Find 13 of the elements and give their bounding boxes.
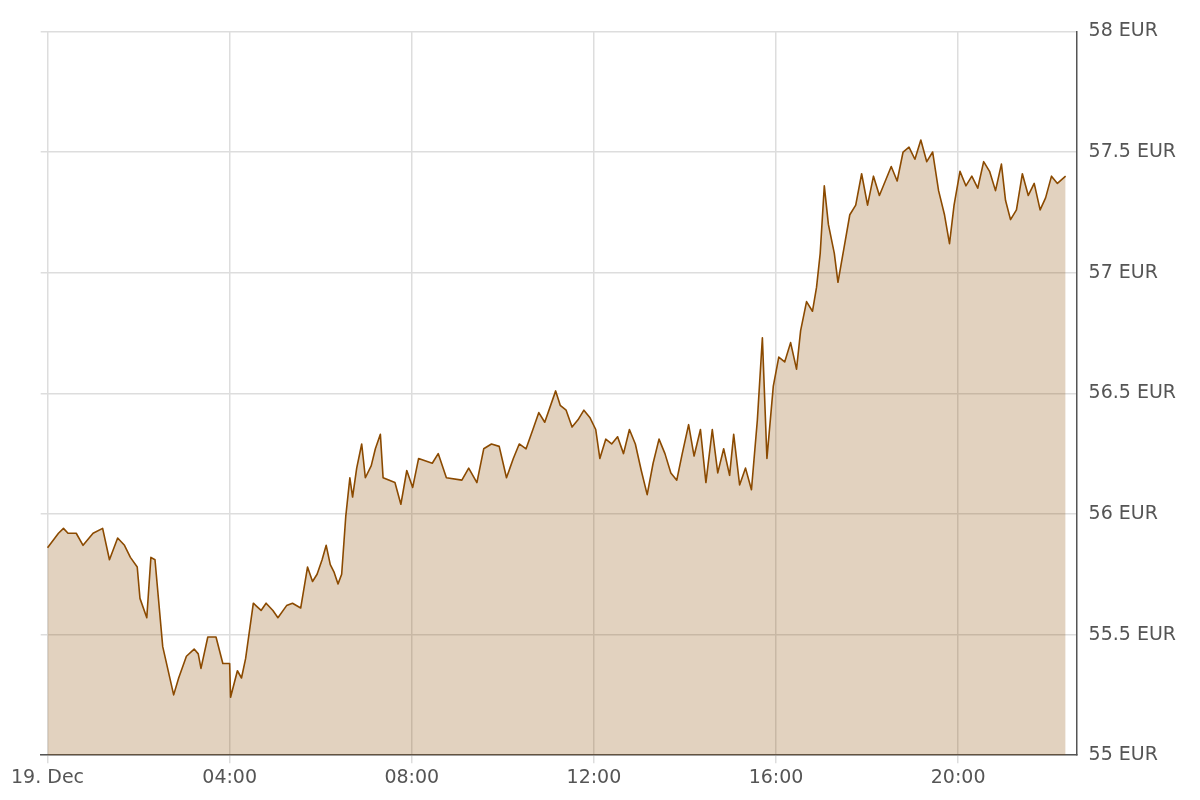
- x-tick-label: 04:00: [202, 764, 258, 787]
- x-tick-label: 16:00: [748, 764, 804, 787]
- y-tick-label: 57 EUR: [1088, 259, 1158, 282]
- y-tick-label: 55 EUR: [1088, 742, 1158, 765]
- y-tick-label: 55.5 EUR: [1088, 621, 1177, 644]
- x-tick-label: 19. Dec: [11, 764, 85, 787]
- y-tick-label: 56 EUR: [1088, 500, 1158, 523]
- y-tick-label: 58 EUR: [1088, 18, 1158, 41]
- x-tick-label: 08:00: [384, 764, 440, 787]
- x-tick-label: 12:00: [566, 764, 622, 787]
- y-tick-label: 57.5 EUR: [1088, 138, 1177, 161]
- x-tick-label: 20:00: [930, 764, 986, 787]
- y-tick-label: 56.5 EUR: [1088, 380, 1177, 403]
